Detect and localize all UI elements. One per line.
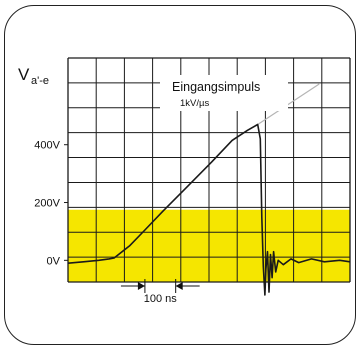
annotation-background: [160, 75, 288, 111]
y-axis-label-subscript: a'-e: [31, 75, 49, 87]
y-tick-label: 200V: [34, 198, 60, 210]
scale-label: 100 ns: [144, 293, 178, 305]
y-axis-title: V a'-e: [18, 65, 49, 87]
voltage-trace-line: [67, 123, 351, 296]
time-scale-marker: 100 ns: [120, 279, 200, 305]
annotation-title: Eingangsimpuls: [172, 80, 260, 94]
y-tick-label: 0V: [47, 255, 61, 267]
annotation-layer: Eingangsimpuls 1kV/µs: [160, 75, 288, 111]
trace-layer: [67, 123, 351, 296]
scale-arrow-right-head: [175, 282, 183, 290]
y-axis-label: V: [18, 65, 30, 84]
grid-layer: [64, 57, 351, 283]
input-ramp-layer: [257, 83, 320, 125]
scale-arrow-left-head: [137, 282, 145, 290]
chart-frame: [4, 5, 356, 345]
y-tick-labels: 400V 200V 0V: [34, 140, 60, 268]
y-tick-label: 400V: [34, 140, 60, 152]
input-ramp-line: [257, 83, 320, 125]
annotation-subtitle: 1kV/µs: [180, 98, 209, 109]
